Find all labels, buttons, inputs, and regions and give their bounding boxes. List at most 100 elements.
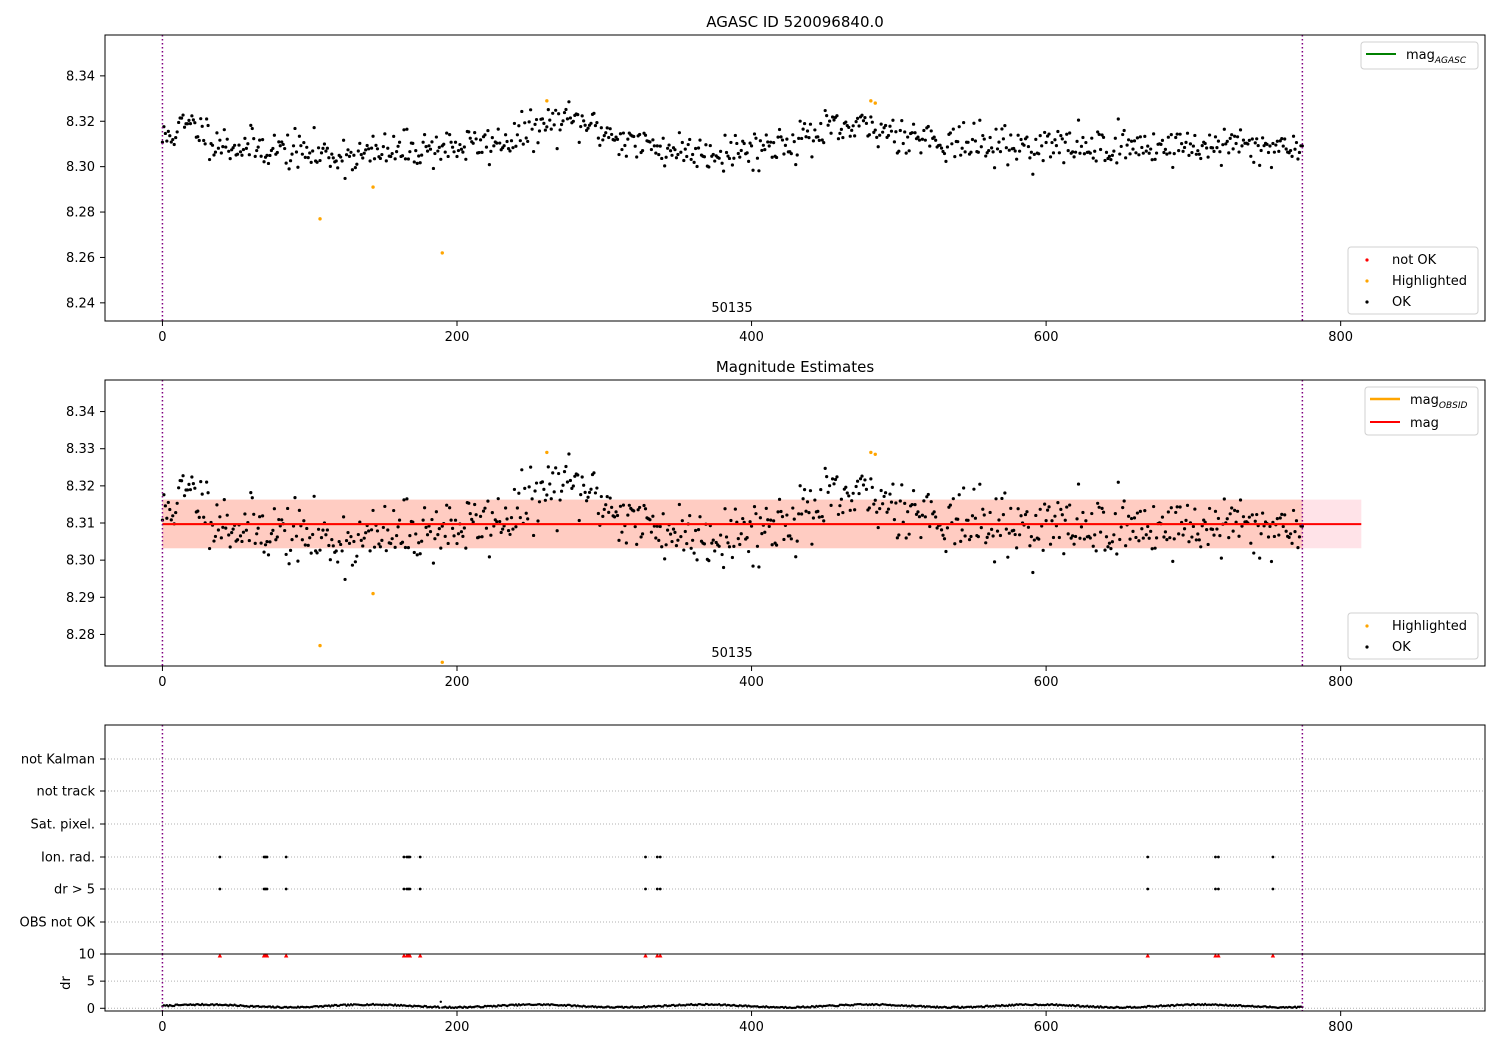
- ok-point: [1203, 520, 1207, 524]
- ok-point: [800, 512, 804, 516]
- ok-point: [906, 510, 910, 514]
- data-points: [160, 450, 1304, 664]
- ok-point: [551, 471, 555, 475]
- ok-point: [934, 138, 938, 142]
- ok-point: [227, 149, 231, 153]
- ok-point: [397, 518, 402, 522]
- ok-point: [1225, 139, 1229, 143]
- ok-point: [1057, 535, 1061, 540]
- ok-point: [474, 513, 478, 517]
- ok-point: [810, 155, 814, 159]
- ok-point: [1065, 505, 1069, 509]
- ok-point: [633, 525, 637, 529]
- ok-point: [1118, 152, 1122, 156]
- highlighted-point: [371, 185, 375, 189]
- ok-point: [427, 144, 431, 148]
- ok-point: [1138, 509, 1142, 513]
- ok-point: [1121, 132, 1125, 137]
- ok-point: [879, 122, 883, 126]
- legend-marker-highlighted: [1365, 279, 1369, 283]
- ok-point: [589, 121, 593, 125]
- ok-point: [882, 494, 886, 499]
- ok-point: [162, 493, 166, 497]
- ok-point: [632, 134, 636, 139]
- ok-point: [1034, 513, 1038, 518]
- ok-point: [660, 545, 664, 549]
- ok-point: [166, 500, 170, 505]
- ok-point: [558, 128, 562, 132]
- ok-point: [300, 538, 304, 542]
- ok-point: [774, 543, 779, 547]
- ok-point: [664, 543, 668, 547]
- ok-point: [966, 518, 970, 522]
- ok-point: [1293, 147, 1297, 151]
- ok-point: [315, 160, 319, 164]
- ok-point: [1126, 138, 1131, 142]
- ok-point: [512, 487, 517, 492]
- ok-point: [505, 139, 509, 144]
- ok-point: [677, 502, 681, 507]
- ok-point: [1012, 146, 1016, 151]
- ok-point: [415, 161, 419, 165]
- ok-point: [530, 127, 534, 131]
- ok-point: [1199, 156, 1203, 161]
- ok-point: [378, 545, 383, 549]
- ok-point: [501, 527, 505, 531]
- ok-point: [308, 536, 312, 540]
- ok-point: [1216, 516, 1221, 521]
- ok-point: [252, 512, 256, 516]
- ok-point: [739, 148, 743, 153]
- ok-point: [343, 176, 347, 181]
- ok-point: [632, 509, 636, 513]
- ok-point: [1041, 548, 1045, 552]
- ok-point: [355, 554, 359, 558]
- ok-point: [816, 509, 820, 513]
- ok-point: [1150, 158, 1154, 162]
- ok-point: [1124, 544, 1128, 548]
- ok-point: [845, 491, 849, 495]
- ok-point: [714, 540, 718, 545]
- ok-point: [617, 538, 621, 542]
- ok-point: [820, 514, 824, 519]
- ok-point: [561, 119, 565, 123]
- ok-point: [1252, 551, 1256, 555]
- ok-point: [396, 525, 400, 529]
- ok-point: [442, 142, 446, 146]
- highlighted-point: [869, 450, 873, 455]
- ok-point: [1006, 163, 1010, 167]
- y-tick-label: 8.24: [66, 296, 95, 311]
- ok-point: [446, 541, 450, 546]
- ok-point: [190, 114, 194, 118]
- ok-point: [495, 141, 499, 145]
- ok-point: [844, 120, 848, 124]
- ok-point: [1175, 132, 1179, 136]
- ok-point: [992, 166, 997, 170]
- ok-point: [1131, 529, 1135, 533]
- ok-point: [1277, 149, 1281, 153]
- ok-point: [673, 148, 677, 152]
- ok-point: [356, 149, 360, 153]
- ok-point: [825, 475, 829, 479]
- ok-point: [922, 499, 926, 503]
- ok-point: [1116, 480, 1120, 484]
- ok-point: [704, 143, 708, 147]
- ok-point: [437, 145, 441, 149]
- ok-point: [458, 142, 462, 147]
- legend-subscript: AGASC: [1434, 56, 1467, 66]
- ok-point: [978, 118, 982, 122]
- ok-point: [1019, 514, 1023, 518]
- ok-point: [707, 165, 711, 169]
- ok-point: [733, 507, 737, 511]
- ok-point: [260, 138, 265, 142]
- ok-point: [577, 140, 581, 145]
- ok-point: [408, 534, 412, 538]
- ok-point: [428, 147, 433, 151]
- ok-point: [1053, 514, 1057, 518]
- ok-point: [1231, 147, 1235, 151]
- ok-point: [1068, 131, 1072, 135]
- ok-point: [449, 518, 453, 522]
- ok-point: [615, 513, 620, 518]
- ok-point: [417, 541, 421, 545]
- ok-point: [1169, 133, 1173, 137]
- ok-point: [651, 514, 655, 518]
